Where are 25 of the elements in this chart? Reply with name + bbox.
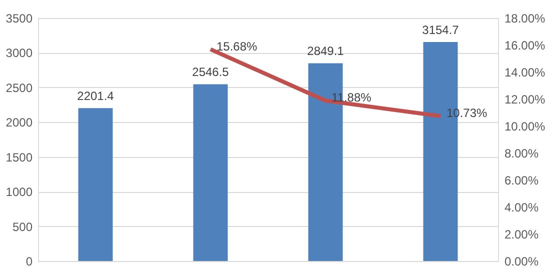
data-label: 3154.7 <box>422 22 460 37</box>
y2-tick-label: 16.00% <box>504 38 546 52</box>
y2-tick-label: 12.00% <box>504 92 546 106</box>
y-tick-label: 3500 <box>6 12 33 26</box>
data-label: 2849.1 <box>307 44 344 58</box>
y-tick-label: 1500 <box>6 150 33 164</box>
data-label: 15.68% <box>216 39 258 54</box>
y-tick-label: 1000 <box>6 185 33 200</box>
y2-tick-label: 6.00% <box>504 174 539 188</box>
y2-tick-label: 8.00% <box>504 146 539 160</box>
y-tick-label: 3000 <box>6 46 33 60</box>
y2-tick-label: 2.00% <box>504 228 539 242</box>
y2-tick-label: 18.00% <box>504 12 546 26</box>
y2-tick-label: 0.00% <box>504 254 539 268</box>
bar <box>78 108 113 261</box>
y2-tick-label: 14.00% <box>504 66 546 80</box>
y-tick-label: 2500 <box>6 80 33 95</box>
y2-tick-label: 4.00% <box>504 200 539 214</box>
y2-tick-label: 10.00% <box>504 120 546 134</box>
y-tick-label: 0 <box>26 254 33 268</box>
data-label: 2546.5 <box>192 65 230 80</box>
y-tick-label: 2000 <box>6 116 33 130</box>
bar <box>193 84 228 261</box>
y-tick-label: 500 <box>12 220 33 234</box>
data-label: 2201.4 <box>77 89 114 104</box>
